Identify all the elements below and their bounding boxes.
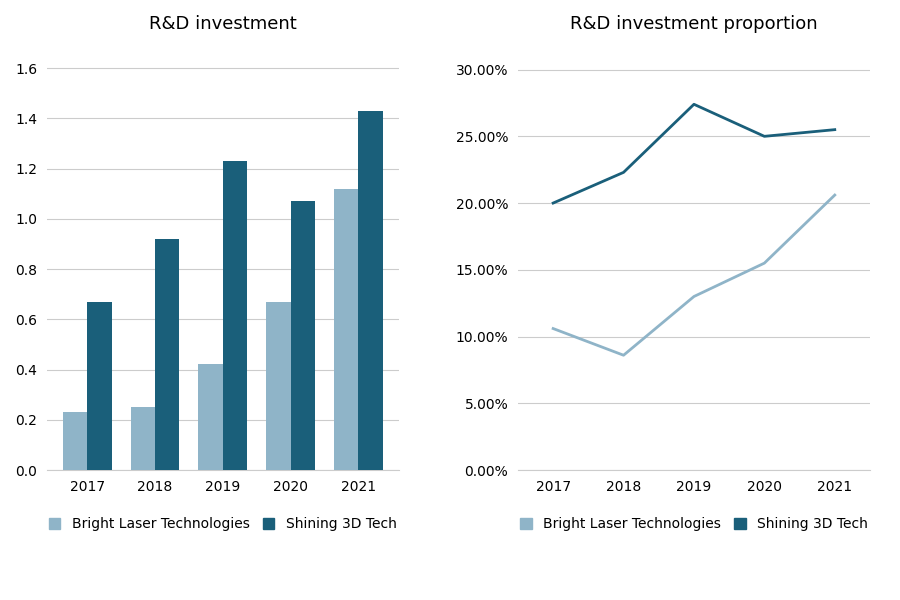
Bar	[334, 188, 358, 470]
Title: R&D investment: R&D investment	[149, 15, 297, 33]
Bar	[87, 302, 112, 470]
Bar	[358, 111, 382, 470]
Bar	[291, 201, 315, 470]
Bar	[63, 412, 87, 470]
Bar	[223, 161, 248, 470]
Bar	[266, 302, 291, 470]
Bar	[130, 407, 155, 470]
Legend: Bright Laser Technologies, Shining 3D Tech: Bright Laser Technologies, Shining 3D Te…	[520, 517, 868, 532]
Title: R&D investment proportion: R&D investment proportion	[570, 15, 818, 33]
Bar	[199, 364, 223, 470]
Legend: Bright Laser Technologies, Shining 3D Tech: Bright Laser Technologies, Shining 3D Te…	[50, 517, 396, 532]
Bar	[155, 239, 179, 470]
